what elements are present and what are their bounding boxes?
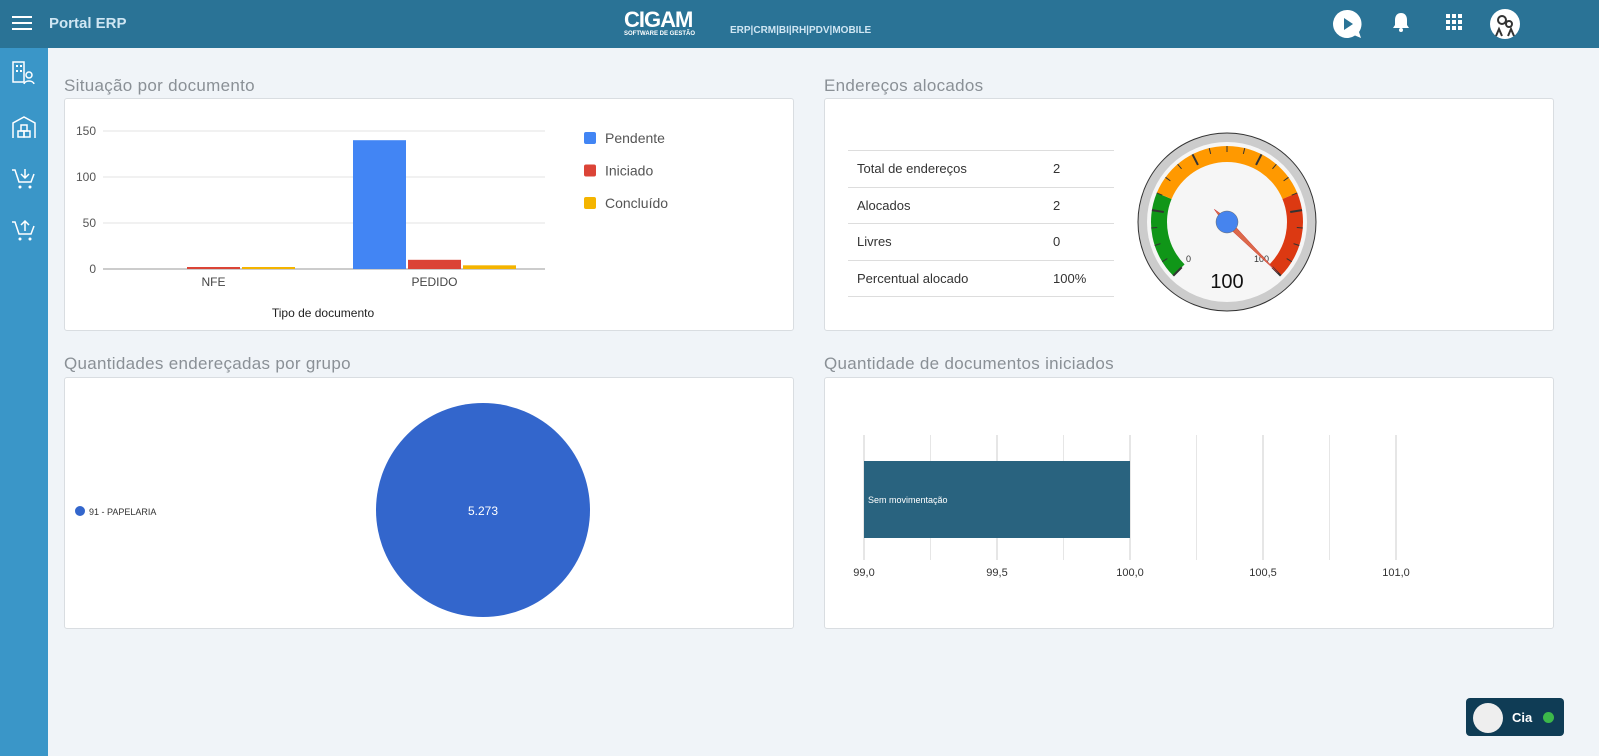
cart-upload-icon[interactable] xyxy=(11,218,37,244)
gauge-tick xyxy=(1154,243,1161,246)
legend-label: Pendente xyxy=(605,130,665,146)
legend-label: Iniciado xyxy=(605,163,653,179)
gauge-tick xyxy=(1208,147,1212,155)
y-tick-label: 0 xyxy=(89,262,96,276)
gauge-band xyxy=(1269,192,1303,276)
gauge-tick xyxy=(1242,147,1246,155)
logo-subtitle: SOFTWARE DE GESTÃO xyxy=(624,31,696,37)
pie-slice[interactable] xyxy=(376,403,590,617)
section-title-documentos: Quantidade de documentos iniciados xyxy=(824,354,1114,373)
bar[interactable] xyxy=(864,461,1130,538)
gauge-tick xyxy=(1161,258,1168,263)
pie-slice-label: 5.273 xyxy=(468,504,498,518)
building-user-icon[interactable] xyxy=(11,60,37,86)
gauge-tick xyxy=(1151,209,1164,213)
chat-label: Cia xyxy=(1512,710,1533,725)
legend-swatch xyxy=(75,506,85,516)
x-tick-label: NFE xyxy=(202,275,226,289)
gauge-tick xyxy=(1291,192,1298,196)
alloc-label: Percentual alocado xyxy=(848,259,1044,297)
gauge-tick xyxy=(1283,176,1289,182)
play-chat-icon[interactable] xyxy=(1332,9,1363,39)
gauge-max-label: 100 xyxy=(1254,254,1269,264)
gauge-tick xyxy=(1191,153,1199,166)
panel-situacao xyxy=(64,98,794,331)
bar-concluído[interactable] xyxy=(242,267,295,269)
online-status-dot xyxy=(1543,712,1554,723)
legend-swatch xyxy=(584,164,596,177)
gauge-tick xyxy=(1286,258,1293,263)
section-title-quantidades: Quantidades endereçadas por grupo xyxy=(64,354,351,373)
y-tick-label: 100 xyxy=(76,170,96,184)
y-tick-label: 50 xyxy=(83,216,97,230)
gauge-tick xyxy=(1272,163,1277,170)
section-title-enderecos: Endereços alocados xyxy=(824,76,984,95)
gauge-tick xyxy=(1255,153,1263,166)
gauge-hub xyxy=(1215,210,1239,234)
alloc-label: Alocados xyxy=(848,186,1044,224)
gauge-tick xyxy=(1156,192,1163,196)
legend-label: 91 - PAPELARIA xyxy=(89,507,156,517)
modules-list: ERP|CRM|BI|RH|PDV|MOBILE xyxy=(730,25,872,36)
warehouse-icon[interactable] xyxy=(11,114,37,140)
bar-iniciado[interactable] xyxy=(187,267,240,269)
chat-widget[interactable]: Cia xyxy=(1466,698,1564,736)
alloc-row: Alocados 2 xyxy=(848,186,1114,224)
sidebar xyxy=(0,48,48,756)
gauge-tick xyxy=(1177,163,1182,170)
gauge-tick xyxy=(1293,243,1300,246)
gauge-band xyxy=(1156,146,1298,200)
user-avatar[interactable] xyxy=(1490,9,1520,39)
alloc-label: Livres xyxy=(848,223,1044,260)
alloc-label: Total de endereços xyxy=(848,150,1044,187)
bar-pendente[interactable] xyxy=(353,140,406,269)
x-tick-label: 100,5 xyxy=(1249,567,1277,579)
alloc-value: 0 xyxy=(1044,223,1114,260)
gauge-tick xyxy=(1290,209,1303,213)
legend-swatch xyxy=(584,132,596,144)
section-title-situacao: Situação por documento xyxy=(64,76,255,95)
alloc-value: 100% xyxy=(1044,259,1114,297)
gauge-tick xyxy=(1172,266,1183,277)
bell-icon[interactable] xyxy=(1392,12,1410,32)
gauge-tick xyxy=(1165,176,1171,182)
assistant-avatar xyxy=(1473,703,1503,733)
legend-label: Concluído xyxy=(605,195,668,211)
allocation-gauge: 0 100 100 xyxy=(1137,132,1317,312)
horizontal-bar-chart: 99,0 99,5 100,0 100,5 101,0 Sem movimentação xyxy=(853,435,1410,579)
alloc-value: 2 xyxy=(1044,150,1114,187)
logo-text: CIGAM xyxy=(624,7,693,32)
app-title[interactable]: Portal ERP xyxy=(49,15,127,32)
alloc-table: Total de endereços 2 Alocados 2 Livres 0 Perce… xyxy=(848,150,1114,297)
bar-concluído[interactable] xyxy=(463,265,516,269)
gauge-band xyxy=(1151,192,1185,276)
x-axis-label: Tipo de documento xyxy=(272,306,375,320)
x-tick-label: 99,5 xyxy=(986,567,1007,579)
gauge-min-label: 0 xyxy=(1186,254,1191,264)
x-tick-label: 100,0 xyxy=(1116,567,1144,579)
gauge-value-label: 100 xyxy=(1210,271,1243,293)
alloc-row: Percentual alocado 100% xyxy=(848,259,1114,297)
x-tick-label: PEDIDO xyxy=(411,275,457,289)
cart-download-icon[interactable] xyxy=(11,166,37,192)
bar-iniciado[interactable] xyxy=(408,259,461,269)
alloc-value: 2 xyxy=(1044,186,1114,224)
y-tick-label: 150 xyxy=(76,124,96,138)
bar-label: Sem movimentação xyxy=(868,495,948,505)
alloc-row: Total de endereços 2 xyxy=(848,150,1114,187)
x-tick-label: 101,0 xyxy=(1382,567,1410,579)
top-header: Portal ERP CIGAM SOFTWARE DE GESTÃO ERP|C… xyxy=(0,0,1599,48)
alloc-row: Livres 0 xyxy=(848,223,1114,260)
pie-chart: 5.273 91 - PAPELARIA xyxy=(75,403,590,617)
legend-swatch xyxy=(584,197,596,209)
menu-icon[interactable] xyxy=(12,16,32,32)
apps-grid-icon[interactable] xyxy=(1446,14,1462,30)
cigam-logo: CIGAM SOFTWARE DE GESTÃO xyxy=(602,9,695,38)
x-tick-label: 99,0 xyxy=(853,567,874,579)
